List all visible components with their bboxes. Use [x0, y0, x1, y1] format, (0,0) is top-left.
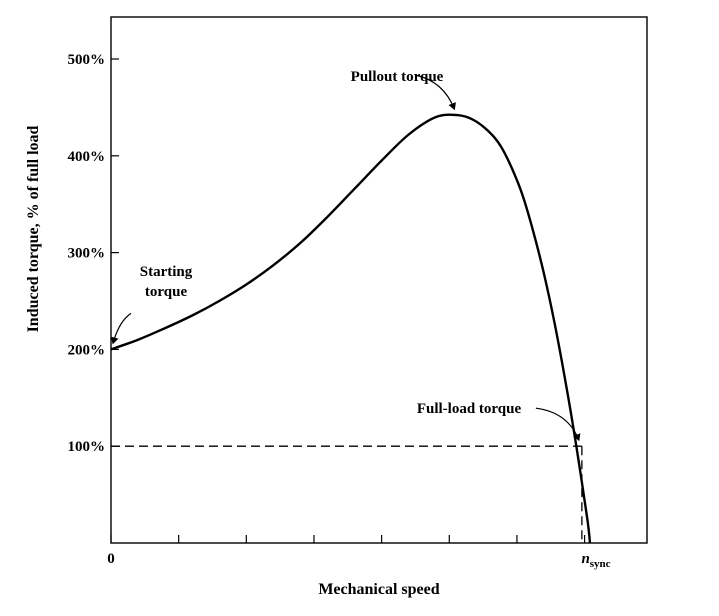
pullout-torque-annotation-arrow [415, 74, 456, 111]
x-tick-label-zero: 0 [107, 551, 115, 567]
y-tick-label: 400% [68, 149, 106, 165]
pullout-torque-annotation: Pullout torque [351, 69, 444, 85]
starting-torque-annotation-line-1: Starting [140, 264, 193, 280]
x-tick-label-nsync: nsync [581, 551, 610, 570]
y-tick-label: 200% [68, 342, 106, 358]
starting-torque-annotation-arrow [110, 312, 132, 345]
full-load-torque-annotation-arrow [535, 407, 581, 442]
x-axis-title: Mechanical speed [318, 581, 439, 598]
torque-speed-curve [110, 113, 592, 544]
y-tick-label: 300% [68, 246, 106, 262]
y-tick-label: 100% [68, 439, 106, 455]
plot-frame [110, 16, 648, 544]
y-tick-label: 500% [68, 52, 106, 68]
full-load-torque-annotation: Full-load torque [417, 401, 522, 417]
y-axis-title: Induced torque, % of full load [25, 125, 42, 332]
starting-torque-annotation-line-2: torque [145, 284, 188, 300]
